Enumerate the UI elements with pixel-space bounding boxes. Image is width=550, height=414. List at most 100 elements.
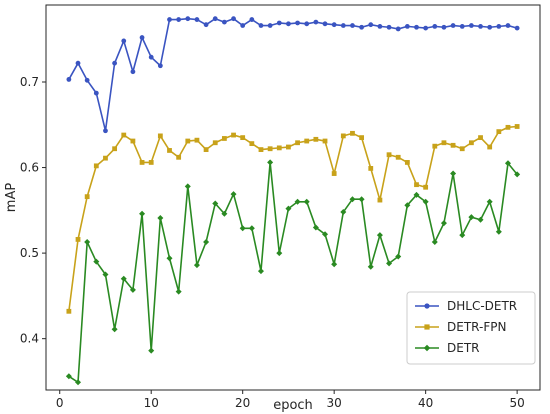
- y-tick-label: 0.7: [20, 75, 39, 89]
- series-detr-fpn: [66, 124, 520, 314]
- data-point-detr-fpn: [221, 136, 227, 141]
- data-point-detr-fpn: [505, 124, 511, 130]
- data-point-detr: [65, 373, 72, 380]
- data-point-detr: [386, 260, 393, 267]
- data-point-detr: [459, 232, 466, 239]
- data-point-detr-fpn: [176, 154, 182, 160]
- data-point-detr-fpn: [322, 138, 328, 144]
- data-point-detr-fpn: [66, 308, 72, 314]
- data-point-dhlc-detr: [496, 23, 502, 29]
- data-point-dhlc-detr: [322, 21, 328, 27]
- y-tick-label: 0.6: [20, 161, 39, 175]
- data-point-detr-fpn: [231, 132, 236, 138]
- plot-area: [65, 16, 521, 386]
- data-point-detr: [148, 347, 155, 354]
- data-point-detr-fpn: [103, 155, 108, 161]
- data-point-detr-fpn: [295, 140, 300, 146]
- data-point-detr: [84, 238, 91, 245]
- data-point-detr-fpn: [468, 140, 474, 146]
- series-detr: [65, 159, 521, 386]
- legend-box: [406, 291, 536, 365]
- data-point-dhlc-detr: [295, 20, 300, 26]
- data-point-dhlc-detr: [478, 23, 483, 29]
- data-point-detr-fpn: [75, 237, 81, 242]
- data-point-detr: [303, 198, 310, 205]
- data-point-detr-fpn: [185, 138, 191, 144]
- data-point-dhlc-detr: [212, 16, 218, 22]
- data-point-dhlc-detr: [84, 77, 90, 83]
- data-point-dhlc-detr: [157, 63, 163, 69]
- data-point-detr: [431, 238, 438, 245]
- data-point-dhlc-detr: [304, 21, 310, 27]
- data-point-dhlc-detr: [103, 128, 108, 134]
- data-point-detr-fpn: [340, 133, 346, 139]
- legend-marker: [424, 324, 430, 330]
- data-point-dhlc-detr: [130, 69, 136, 75]
- data-point-dhlc-detr: [514, 25, 520, 31]
- legend-item-dhlc-detr: DHLC-DETR: [415, 299, 517, 313]
- data-point-dhlc-detr: [75, 60, 81, 66]
- data-point-detr: [477, 216, 484, 223]
- data-point-detr-fpn: [331, 171, 337, 176]
- data-point-dhlc-detr: [395, 26, 401, 32]
- y-tick-label: 0.5: [20, 246, 39, 260]
- data-point-detr-fpn: [258, 147, 264, 152]
- data-point-dhlc-detr: [368, 22, 374, 28]
- data-point-detr: [322, 231, 329, 238]
- data-point-detr-fpn: [450, 142, 456, 148]
- data-point-detr: [294, 198, 301, 205]
- data-point-detr-fpn: [368, 166, 374, 171]
- data-point-dhlc-detr: [377, 23, 383, 29]
- data-point-detr-fpn: [121, 132, 127, 138]
- data-point-dhlc-detr: [441, 24, 447, 30]
- data-point-detr: [75, 379, 82, 386]
- data-point-detr: [331, 261, 338, 268]
- data-point-dhlc-detr: [331, 22, 337, 28]
- data-point-detr: [495, 228, 502, 235]
- series-line-detr: [68, 161, 518, 384]
- data-point-dhlc-detr: [249, 17, 255, 22]
- data-point-detr-fpn: [423, 184, 429, 190]
- x-tick-label: 0: [56, 396, 64, 410]
- data-point-detr-fpn: [404, 160, 410, 165]
- data-point-dhlc-detr: [505, 23, 511, 28]
- data-point-detr: [367, 263, 374, 270]
- data-point-detr-fpn: [395, 154, 401, 160]
- data-point-detr: [514, 171, 521, 178]
- data-point-detr-fpn: [130, 138, 136, 144]
- x-tick-label: 50: [509, 396, 524, 410]
- data-point-detr-fpn: [350, 130, 355, 136]
- data-point-detr: [276, 250, 283, 257]
- data-point-dhlc-detr: [121, 38, 127, 44]
- data-point-detr: [102, 271, 109, 278]
- data-point-dhlc-detr: [167, 17, 172, 22]
- data-point-detr: [120, 275, 127, 282]
- data-point-detr: [422, 198, 429, 205]
- data-point-detr-fpn: [304, 138, 310, 144]
- series-dhlc-detr: [66, 16, 520, 134]
- data-point-detr: [111, 326, 118, 333]
- data-point-detr: [349, 196, 356, 203]
- y-tick-label: 0.4: [20, 332, 39, 346]
- data-point-dhlc-detr: [203, 22, 209, 28]
- data-point-detr-fpn: [359, 135, 365, 141]
- legend: DHLC-DETR DETR-FPN DETR: [406, 291, 536, 365]
- data-point-detr: [139, 210, 146, 217]
- data-point-dhlc-detr: [221, 19, 227, 25]
- data-point-dhlc-detr: [231, 16, 236, 22]
- data-point-dhlc-detr: [185, 16, 191, 22]
- data-point-dhlc-detr: [414, 24, 419, 30]
- data-point-detr-fpn: [386, 152, 392, 158]
- data-point-detr-fpn: [377, 197, 383, 203]
- data-point-detr-fpn: [249, 141, 255, 146]
- data-point-dhlc-detr: [350, 23, 355, 28]
- data-point-dhlc-detr: [112, 60, 118, 66]
- data-point-detr: [221, 210, 228, 217]
- data-point-detr: [93, 258, 100, 265]
- data-point-detr: [230, 191, 237, 198]
- data-point-detr: [450, 170, 457, 177]
- legend-label: DHLC-DETR: [447, 299, 517, 313]
- data-point-detr: [175, 288, 182, 295]
- data-point-dhlc-detr: [148, 54, 154, 60]
